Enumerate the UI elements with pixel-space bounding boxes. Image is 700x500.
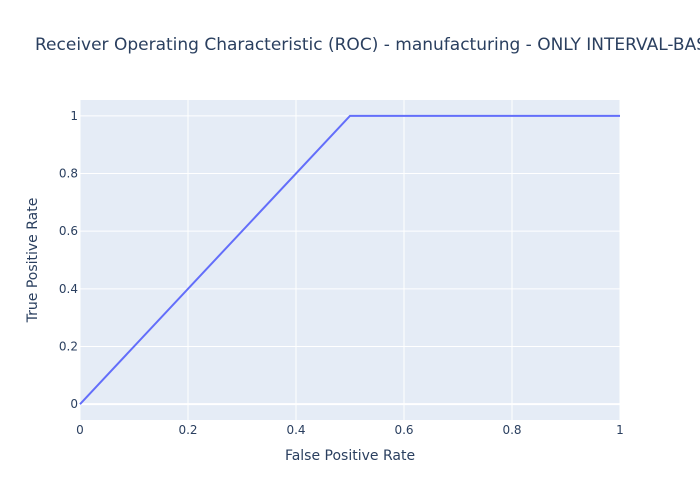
x-tick-label: 0.2 (178, 423, 197, 437)
x-tick-label: 1 (616, 423, 624, 437)
roc-curve-line (79, 114, 620, 405)
x-tick-label: 0.6 (394, 423, 413, 437)
y-axis-ticks: 0 0.2 0.4 0.6 0.8 1 (59, 109, 78, 411)
x-tick-label: 0.4 (286, 423, 305, 437)
x-axis-label: False Positive Rate (285, 448, 415, 464)
plot-area (80, 100, 620, 420)
chart-title: Receiver Operating Characteristic (ROC) … (35, 35, 700, 55)
y-axis-label: True Positive Rate (25, 198, 41, 324)
grid-lines (79, 100, 621, 420)
y-tick-label: 0.2 (59, 339, 78, 353)
series-layer (79, 114, 620, 405)
y-tick-label: 0.8 (59, 167, 78, 181)
y-tick-label: 0.6 (59, 224, 78, 238)
y-tick-label: 1 (70, 109, 78, 123)
x-axis-ticks: 0 0.2 0.4 0.6 0.8 1 (76, 423, 624, 437)
y-tick-label: 0.4 (59, 282, 78, 296)
x-tick-label: 0 (76, 423, 84, 437)
y-tick-label: 0 (70, 397, 78, 411)
x-tick-label: 0.8 (502, 423, 521, 437)
